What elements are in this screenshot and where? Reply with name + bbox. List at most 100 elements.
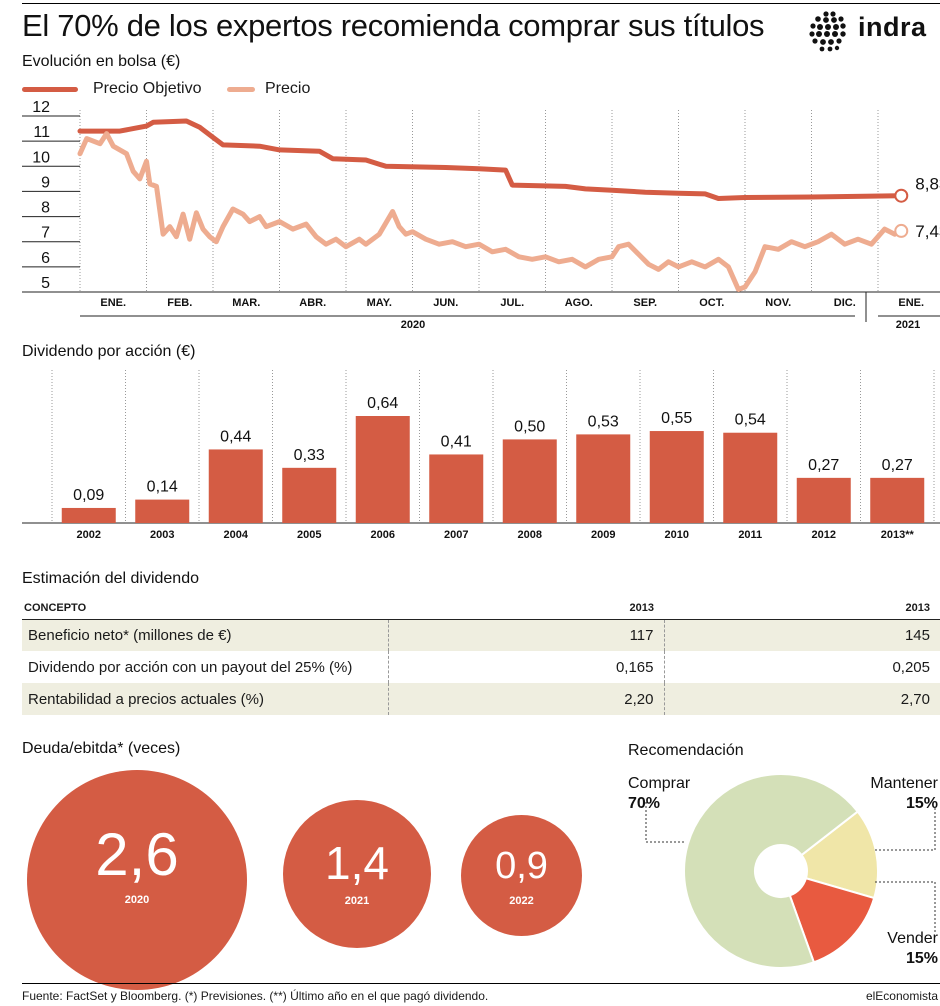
recommendation-donut-chart: Comprar 70% Mantener 15% Vender 15% xyxy=(628,773,939,969)
y-tick-label: 5 xyxy=(41,275,50,292)
bar-value-label: 0,27 xyxy=(808,457,839,474)
y-tick-label: 9 xyxy=(41,174,50,191)
slice-sell xyxy=(788,877,876,964)
bar xyxy=(208,449,263,523)
bar xyxy=(355,416,410,523)
x-tick-label: 2005 xyxy=(297,529,321,541)
debt-section-title: Deuda/ebitda* (veces) xyxy=(22,740,181,757)
bar-value-label: 0,33 xyxy=(294,447,325,464)
x-tick-label: 2003 xyxy=(150,529,174,541)
bubble-year: 2022 xyxy=(509,895,534,907)
estimate-table: CONCEPTO 2013 2013 Beneficio neto* (mill… xyxy=(22,597,940,715)
x-tick-label: 2011 xyxy=(738,529,762,541)
x-tick-label: ENE. xyxy=(100,297,126,309)
bubble-2021: 1,4 2021 xyxy=(283,800,431,948)
source-note: Fuente: FactSet y Bloomberg. (*) Previsi… xyxy=(22,989,489,1003)
bar-value-label: 0,09 xyxy=(73,487,104,504)
estimate-section-title: Estimación del dividendo xyxy=(22,570,199,587)
bar-value-label: 0,53 xyxy=(588,413,619,430)
slice-value-buy: 70% xyxy=(628,795,660,812)
slice-value-sell: 15% xyxy=(906,950,938,967)
stock-section-title: Evolución en bolsa (€) xyxy=(22,53,181,70)
bar xyxy=(576,434,631,523)
bubble-2022: 0,9 2022 xyxy=(461,815,582,936)
bar-value-label: 0,55 xyxy=(661,410,692,427)
slice-label-sell: Vender xyxy=(887,930,938,947)
x-tick-label: 2010 xyxy=(665,529,689,541)
stock-line-chart: 5 6 7 8 9 10 11 12 ENE. FEB. MAR. ABR. MAY. JUN. JUL.… xyxy=(22,100,940,331)
bar-value-label: 0,41 xyxy=(441,433,472,450)
x-tick-label: SEP. xyxy=(633,297,657,309)
bottom-rule xyxy=(22,983,940,984)
row-value-2: 0,205 xyxy=(663,651,940,683)
slice-label-hold: Mantener xyxy=(870,775,938,792)
bubble-value: 2,6 xyxy=(95,821,179,888)
leader-line-buy xyxy=(645,802,684,843)
x-tick-label: ABR. xyxy=(299,297,326,309)
end-marker-target xyxy=(894,188,909,203)
bar xyxy=(870,477,925,523)
bar-value-label: 0,44 xyxy=(220,428,251,445)
table-row: Beneficio neto* (millones de €) 117 145 xyxy=(22,619,940,651)
x-tick-label: JUL. xyxy=(500,297,524,309)
x-tick-label: 2009 xyxy=(591,529,615,541)
column-header-concept: CONCEPTO xyxy=(22,597,388,620)
bubble-year: 2021 xyxy=(344,895,370,907)
bar xyxy=(429,454,484,523)
column-header-year-1: 2013 xyxy=(388,597,664,620)
bar-value-label: 0,14 xyxy=(147,479,178,496)
x-tick-label: 2008 xyxy=(518,529,542,541)
bubble-2020: 2,6 2020 xyxy=(27,770,247,990)
row-concept: Beneficio neto* (millones de €) xyxy=(22,619,388,651)
end-label-target: 8,83 xyxy=(915,175,940,194)
x-tick-label: DIC. xyxy=(834,297,856,309)
legend-swatch-target xyxy=(22,87,78,92)
row-value-2: 2,70 xyxy=(663,683,940,715)
dividend-bar-chart: 0,09 2002 0,14 2003 0,44 2004 0,33 2005 0,64 2006… xyxy=(22,370,940,541)
column-header-year-2: 2013 xyxy=(664,597,940,620)
y-tick-label: 8 xyxy=(41,200,50,217)
y-tick-label: 10 xyxy=(32,149,50,166)
bar xyxy=(796,477,851,523)
brand-logo: indra xyxy=(806,8,940,52)
series-line-target xyxy=(77,118,904,201)
bar xyxy=(61,507,116,523)
x-tick-label: 2013** xyxy=(881,529,915,541)
row-concept: Rentabilidad a precios actuales (%) xyxy=(22,683,388,715)
table-row: Dividendo por acción con un payout del 2… xyxy=(22,651,940,683)
legend-label-price: Precio xyxy=(265,80,311,97)
bar-value-label: 0,64 xyxy=(367,395,398,412)
slice-hold xyxy=(800,810,879,900)
slice-buy xyxy=(683,773,860,969)
row-concept: Dividendo por acción con un payout del 2… xyxy=(28,658,353,676)
recommendation-section-title: Recomendación xyxy=(628,742,744,759)
bubble-value: 0,9 xyxy=(495,845,548,887)
row-value-1: 0,165 xyxy=(387,651,664,683)
x-tick-label: OCT. xyxy=(699,297,724,309)
footer-brand: elEconomista xyxy=(865,989,938,1003)
row-value-1: 117 xyxy=(387,619,664,651)
x-tick-label: NOV. xyxy=(765,297,791,309)
indra-dots-icon xyxy=(809,11,846,52)
bubble-value: 1,4 xyxy=(325,837,389,889)
page-title: El 70% de los expertos recomienda compra… xyxy=(22,8,765,43)
dividend-section-title: Dividendo por acción (€) xyxy=(22,343,196,360)
bar-value-label: 0,54 xyxy=(735,412,766,429)
x-tick-label: AGO. xyxy=(565,297,593,309)
x-tick-label: 2002 xyxy=(77,529,101,541)
legend-swatch-price xyxy=(227,87,255,92)
slice-value-hold: 15% xyxy=(906,795,938,812)
legend-label-target: Precio Objetivo xyxy=(93,80,202,97)
x-tick-label: JUN. xyxy=(433,297,458,309)
x-group-label-2021: 2021 xyxy=(896,319,920,331)
end-label-price: 7,43 xyxy=(915,222,940,241)
bar xyxy=(723,432,778,523)
brand-name: indra xyxy=(858,12,927,42)
x-group-label-2020: 2020 xyxy=(401,319,425,331)
y-tick-label: 12 xyxy=(32,100,50,116)
leader-line-sell xyxy=(874,881,936,932)
x-tick-label: 2004 xyxy=(224,529,249,541)
x-tick-label: FEB. xyxy=(167,297,192,309)
y-tick-label: 6 xyxy=(41,250,50,267)
y-tick-label: 7 xyxy=(41,225,50,242)
